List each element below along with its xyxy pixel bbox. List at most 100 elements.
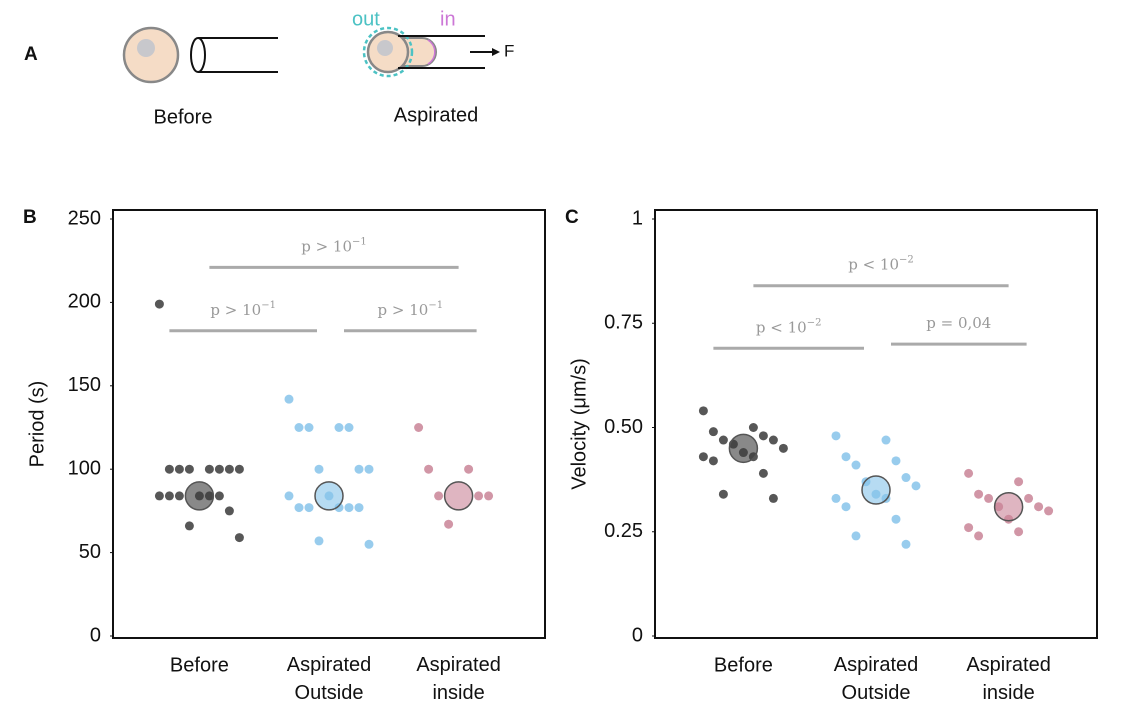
significance-exponent: −1 <box>428 299 443 310</box>
mean-marker <box>184 481 215 511</box>
x-tick-label: Before <box>714 654 773 676</box>
mean-marker <box>314 481 344 511</box>
data-point <box>831 493 841 503</box>
pipette-mouth <box>190 37 206 73</box>
x-tick-label: Aspirated inside <box>416 654 501 704</box>
y-tick-label: 0.75 <box>604 312 643 334</box>
data-point <box>891 514 901 524</box>
data-point <box>974 489 984 499</box>
data-point <box>708 427 718 437</box>
plot-frame <box>654 209 1098 639</box>
data-point <box>364 464 374 474</box>
data-point <box>364 539 374 549</box>
significance-label: p > 10−1 <box>301 236 367 256</box>
data-point <box>758 431 768 441</box>
data-point <box>354 503 364 513</box>
data-point <box>778 443 788 453</box>
significance-text: p > 10 <box>378 301 429 319</box>
data-point <box>284 491 294 501</box>
significance-label: p < 10−2 <box>756 317 822 337</box>
data-point <box>304 503 314 513</box>
data-point <box>698 452 708 462</box>
data-point <box>1014 477 1024 487</box>
significance-label: p > 10−1 <box>210 299 276 319</box>
data-point <box>154 299 164 309</box>
data-point <box>841 452 851 462</box>
significance-text: p > 10 <box>210 301 261 319</box>
label-aspirated: Aspirated <box>394 104 479 126</box>
mean-marker <box>861 475 891 505</box>
data-point <box>224 464 234 474</box>
data-point <box>1024 493 1034 503</box>
mean-marker <box>993 491 1024 522</box>
y-tick-label: 0.25 <box>604 520 643 542</box>
y-axis-label: Period (s) <box>26 381 48 468</box>
data-point <box>164 464 174 474</box>
data-point <box>851 460 861 470</box>
data-point <box>174 464 184 474</box>
data-point <box>841 502 851 512</box>
label-before: Before <box>154 106 213 128</box>
x-tick-line: Outside <box>295 682 364 704</box>
panel-a: A Before F out in Aspirated <box>24 8 514 128</box>
y-axis-label: Velocity (μm/s) <box>568 358 590 490</box>
significance-exponent: −1 <box>352 236 367 247</box>
data-point <box>234 533 244 543</box>
data-point <box>434 491 444 501</box>
data-point <box>484 491 494 501</box>
data-point <box>718 489 728 499</box>
label-in: in <box>440 8 456 30</box>
significance-label: p > 10−1 <box>378 299 444 319</box>
significance-text: p = 0,04 <box>926 314 991 332</box>
data-point <box>354 464 364 474</box>
data-point <box>474 491 484 501</box>
data-point <box>831 431 841 441</box>
data-point <box>334 423 344 432</box>
label-force: F <box>504 41 514 60</box>
x-tick-line: Aspirated <box>416 654 501 676</box>
x-tick-line: Aspirated <box>287 654 372 676</box>
data-point <box>758 468 768 478</box>
x-tick-label: Aspirated Outside <box>834 654 919 704</box>
data-point <box>444 519 454 529</box>
y-tick-label: 0 <box>90 624 101 646</box>
data-point <box>314 536 324 546</box>
data-point <box>1044 506 1054 516</box>
x-tick-label: Aspirated inside <box>966 654 1051 704</box>
data-point <box>708 456 718 466</box>
mean-marker <box>443 481 474 511</box>
plot-frame <box>112 209 546 639</box>
data-point <box>214 491 224 501</box>
y-tick-label: 0 <box>632 624 643 646</box>
nucleus <box>377 40 393 56</box>
data-point <box>174 491 184 501</box>
y-tick-label: 1 <box>632 207 643 229</box>
data-point <box>344 423 354 432</box>
significance-text: p < 10 <box>848 256 899 274</box>
x-tick-label: Before <box>170 654 229 676</box>
y-tick-label: 150 <box>68 374 101 396</box>
data-point <box>414 423 424 432</box>
y-tick-label: 250 <box>68 207 101 229</box>
significance-text: p < 10 <box>756 318 807 336</box>
force-arrowhead <box>492 48 500 56</box>
panel-letter: A <box>24 44 38 65</box>
data-point <box>901 539 911 549</box>
x-tick-label: Aspirated Outside <box>287 654 372 704</box>
data-point <box>964 523 974 533</box>
data-point <box>294 503 304 513</box>
data-point <box>224 506 234 516</box>
data-point <box>881 435 891 445</box>
data-point <box>901 473 911 483</box>
y-tick-label: 50 <box>79 541 101 563</box>
data-point <box>1034 502 1044 512</box>
data-point <box>304 423 314 432</box>
in-region <box>427 39 436 65</box>
data-point <box>154 491 164 501</box>
data-point <box>204 464 214 474</box>
x-tick-line: Outside <box>842 682 911 704</box>
data-point <box>974 531 984 541</box>
data-point <box>911 481 921 491</box>
data-point <box>294 423 304 432</box>
